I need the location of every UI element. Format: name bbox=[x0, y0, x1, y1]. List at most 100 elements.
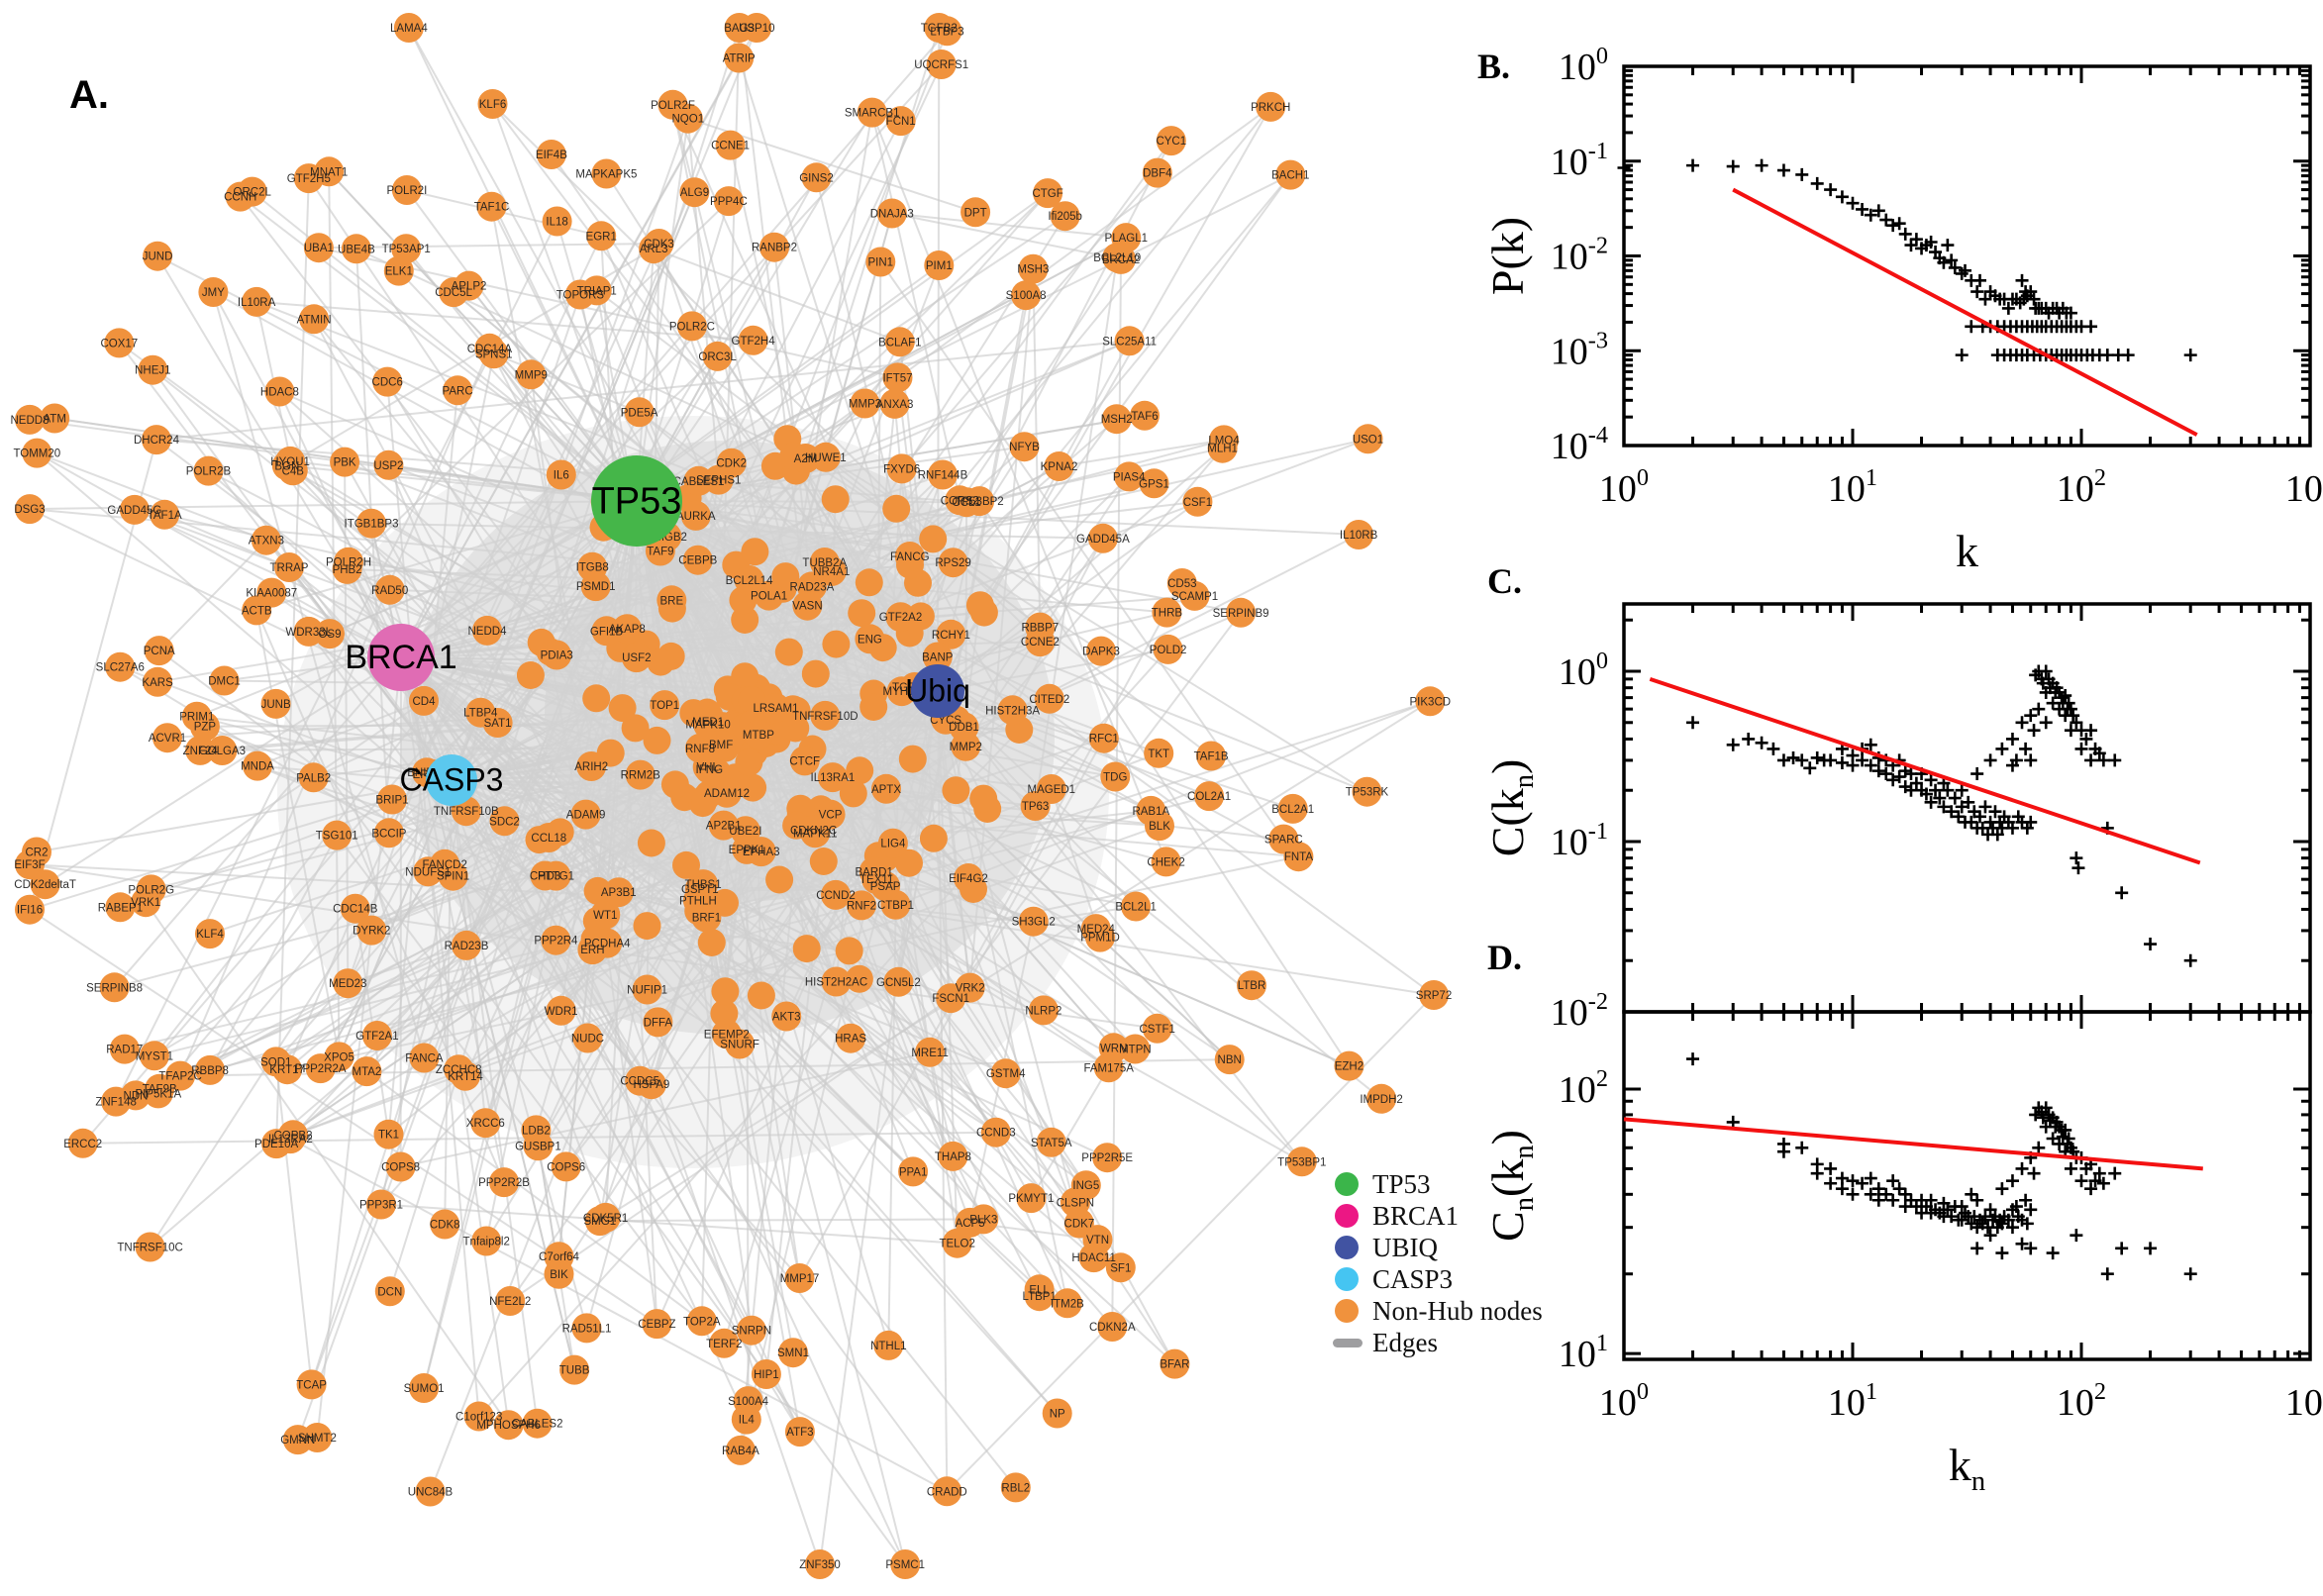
gene-label: BIK bbox=[550, 1269, 568, 1281]
gene-label: KRT17 bbox=[269, 1064, 305, 1076]
network-node bbox=[415, 1476, 446, 1507]
data-point bbox=[1879, 1187, 1893, 1201]
gene-label: RAD17 bbox=[106, 1045, 143, 1056]
gene-label: AURKA bbox=[676, 511, 716, 523]
gene-label: TFAP2C bbox=[158, 1071, 201, 1083]
data-point bbox=[1995, 821, 2009, 835]
data-point bbox=[2059, 689, 2072, 703]
data-point bbox=[2183, 1267, 2197, 1281]
gene-label: ARIH2 bbox=[574, 761, 608, 773]
gene-label: TP53AP1 bbox=[382, 244, 431, 255]
data-point bbox=[1937, 255, 1951, 269]
gene-label: ATMIN bbox=[297, 314, 332, 326]
network-node bbox=[1194, 781, 1225, 812]
data-point bbox=[1924, 773, 1938, 787]
network-node bbox=[1130, 400, 1160, 431]
network-node bbox=[374, 574, 405, 605]
network-node bbox=[143, 241, 173, 271]
gene-label: NLRP2 bbox=[1025, 1005, 1061, 1017]
gene-label: PIAS4 bbox=[1113, 471, 1146, 483]
network-node bbox=[751, 1359, 781, 1389]
network-node bbox=[1419, 980, 1449, 1010]
hub-node-tp53 bbox=[591, 455, 682, 547]
data-point bbox=[1886, 773, 1900, 787]
network-node bbox=[885, 602, 916, 633]
network-node bbox=[656, 585, 687, 616]
gene-label: LTBP3 bbox=[930, 26, 963, 38]
tick-label: 101 bbox=[1559, 1330, 1608, 1375]
gene-label: DBF4 bbox=[1143, 168, 1172, 180]
gene-label: ACP5 bbox=[956, 1218, 985, 1230]
network-node bbox=[275, 446, 306, 476]
gene-label: BCCIP bbox=[371, 828, 406, 840]
gene-label: Ifi205b bbox=[1048, 211, 1082, 223]
data-point bbox=[1975, 1217, 1989, 1231]
network-node bbox=[251, 525, 281, 555]
network-node bbox=[1144, 738, 1174, 768]
data-point bbox=[1919, 787, 1933, 801]
network-node bbox=[298, 762, 329, 793]
data-point bbox=[2183, 953, 2197, 967]
gene-label: BCL2L10 bbox=[1093, 252, 1141, 264]
data-point bbox=[2035, 301, 2049, 315]
network-node bbox=[839, 779, 867, 808]
data-point bbox=[2096, 1176, 2110, 1190]
gene-label: EFEMP2 bbox=[704, 1029, 750, 1041]
data-point bbox=[2062, 1132, 2075, 1146]
gene-label: SOD1 bbox=[260, 1056, 291, 1068]
data-point bbox=[1915, 242, 1929, 255]
data-point bbox=[2092, 349, 2106, 362]
gene-label: RAB4A bbox=[722, 1446, 759, 1457]
data-point bbox=[1983, 1203, 1997, 1217]
network-node bbox=[1156, 126, 1186, 156]
data-point bbox=[2084, 1182, 2098, 1196]
network-edge bbox=[406, 189, 638, 502]
data-point bbox=[2001, 301, 2015, 315]
network-node bbox=[570, 799, 601, 830]
data-point bbox=[2046, 1111, 2060, 1125]
gene-label: CR2 bbox=[25, 848, 48, 859]
network-node bbox=[877, 828, 908, 858]
data-point bbox=[1929, 246, 1943, 259]
data-point bbox=[2042, 1108, 2056, 1122]
data-point bbox=[1997, 292, 2011, 306]
gene-label: ZNF350 bbox=[799, 1559, 841, 1571]
data-point bbox=[1997, 1210, 2011, 1224]
network-node bbox=[542, 640, 572, 670]
network-node bbox=[274, 552, 304, 582]
data-point bbox=[1617, 161, 1631, 175]
network-node bbox=[438, 860, 468, 891]
gene-label: VASN bbox=[792, 601, 822, 613]
network-node bbox=[660, 770, 689, 799]
gene-label: CDC6 bbox=[372, 377, 403, 389]
network-node bbox=[639, 234, 669, 264]
data-point bbox=[2108, 1166, 2122, 1180]
network-edge bbox=[606, 943, 821, 1565]
network-node bbox=[15, 894, 45, 925]
gene-label: ATF3 bbox=[786, 1427, 813, 1439]
gene-label: IL10RA bbox=[238, 297, 276, 309]
network-node bbox=[1101, 404, 1132, 435]
data-point bbox=[1892, 217, 1906, 231]
gene-label: CTGF bbox=[1032, 188, 1062, 200]
data-point bbox=[1846, 1174, 1860, 1188]
network-node bbox=[373, 818, 404, 848]
gene-label: ITM2B bbox=[1051, 1298, 1084, 1310]
gene-label: EIF3F bbox=[14, 859, 45, 871]
gene-label: CCND2 bbox=[816, 890, 856, 902]
network-node bbox=[1042, 1398, 1072, 1429]
data-point bbox=[1886, 1174, 1900, 1188]
gene-label: ORC3L bbox=[698, 351, 737, 363]
network-node bbox=[260, 688, 291, 719]
data-point bbox=[1941, 239, 1955, 252]
network-node bbox=[356, 508, 386, 539]
network-node bbox=[1114, 326, 1145, 356]
network-node bbox=[980, 1117, 1011, 1147]
gene-label: CCNE1 bbox=[711, 141, 750, 152]
data-point bbox=[2084, 724, 2098, 738]
network-node bbox=[765, 865, 794, 894]
network-node bbox=[572, 1023, 603, 1053]
network-node bbox=[1166, 568, 1197, 598]
gene-label: RANBP2 bbox=[752, 243, 797, 254]
gene-label: MED24 bbox=[1077, 924, 1116, 936]
